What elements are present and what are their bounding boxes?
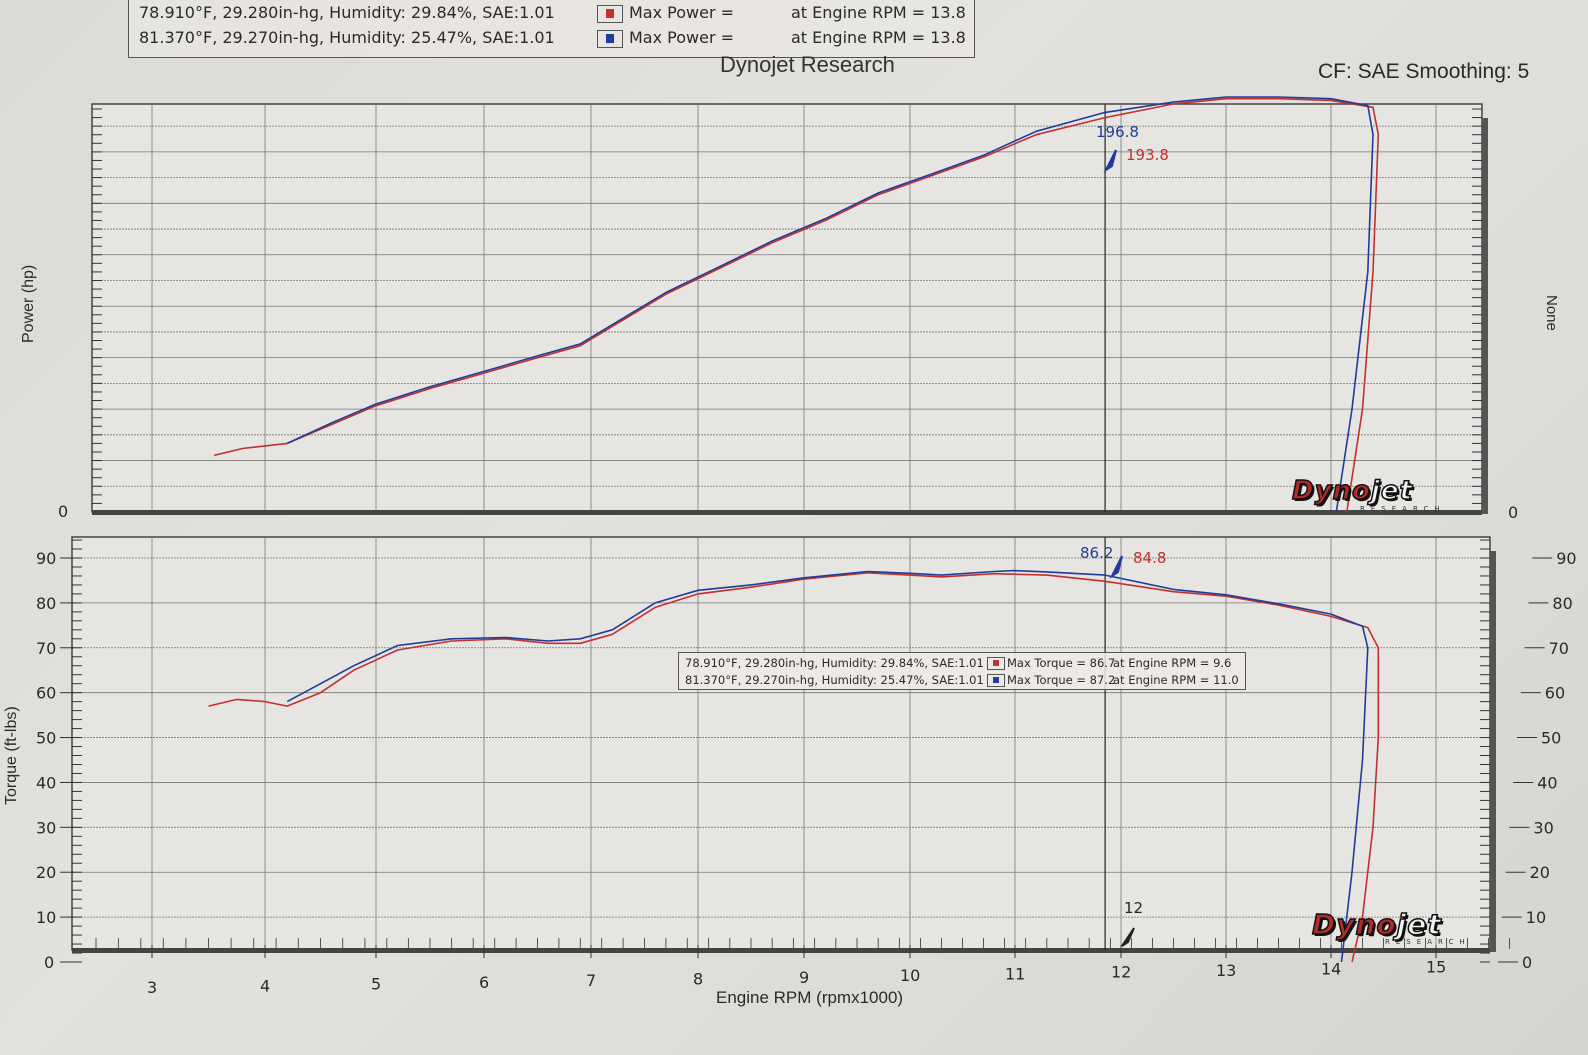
x-tick-label: 15 <box>1426 958 1446 977</box>
power-annotation-run2: 196.8 <box>1096 123 1139 141</box>
x-tick-label: 11 <box>1005 964 1025 983</box>
x-tick-label: 13 <box>1216 961 1236 980</box>
x-axis-title: Engine RPM (rpmx1000) <box>716 988 904 1007</box>
legend-rpm: at Engine RPM = 9.6 <box>1113 656 1232 670</box>
x-tick-label: 8 <box>693 970 703 989</box>
torque-right-y-tick: 90 <box>1556 549 1576 568</box>
cursor-arrow-icon <box>1103 149 1117 173</box>
dynojet-logo-subtitle: RESEARCH <box>1360 505 1446 513</box>
torque-panel: 0 10 20 30 40 50 60 70 80 90 0 10 20 30 40 50 60 70 80 90 3 4… <box>36 536 1577 997</box>
legend-conditions: 81.370°F, 29.270in-hg, Humidity: 25.47%,… <box>685 673 984 687</box>
power-y-tick: 0 <box>58 502 68 521</box>
torque-right-y-tick: 0 <box>1522 953 1532 972</box>
torque-y-tick: 80 <box>36 594 56 613</box>
dynojet-logo: Dynojet <box>1311 907 1442 942</box>
x-tick-label: 10 <box>900 966 920 985</box>
series-line <box>213 97 1380 513</box>
legend-rpm: at Engine RPM = 11.0 <box>1113 673 1239 687</box>
legend-max-torque: Max Torque = 86.7 <box>1007 656 1116 670</box>
torque-y-tick: 70 <box>36 639 56 658</box>
torque-y-tick: 30 <box>36 818 56 837</box>
series-line <box>286 569 1369 963</box>
legend-rpm: at Engine RPM = 13.8 <box>791 3 966 22</box>
power-right-y-tick: 0 <box>1508 503 1518 522</box>
torque-right-y-tick: 30 <box>1533 818 1553 837</box>
x-tick-label: 12 <box>1111 963 1131 982</box>
x-tick-label: 9 <box>799 968 809 987</box>
legend-max-power: Max Power = <box>629 3 735 22</box>
torque-right-y-tick: 60 <box>1545 684 1565 703</box>
torque-right-y-tick: 70 <box>1549 639 1569 658</box>
torque-right-y-tick: 40 <box>1537 773 1557 792</box>
torque-y-tick: 40 <box>36 773 56 792</box>
legend-max-torque: Max Torque = 87.2 <box>1007 673 1116 687</box>
cursor-arrow-icon <box>1109 555 1123 579</box>
blue-swatch-icon <box>987 674 1005 687</box>
legend-conditions: 81.370°F, 29.270in-hg, Humidity: 25.47%,… <box>139 28 555 47</box>
torque-right-y-tick: 80 <box>1552 594 1572 613</box>
red-swatch-icon <box>597 5 623 23</box>
torque-y-tick: 20 <box>36 863 56 882</box>
blue-swatch-icon <box>597 30 623 48</box>
torque-y-tick: 0 <box>44 953 54 972</box>
legend-rpm: at Engine RPM = 13.8 <box>791 28 966 47</box>
legend-conditions: 78.910°F, 29.280in-hg, Humidity: 29.84%,… <box>685 656 984 670</box>
cursor-rpm-label: 12 <box>1124 899 1143 917</box>
power-panel: 0 0 196.8 193.8 <box>58 96 1518 522</box>
power-legend: 78.910°F, 29.280in-hg, Humidity: 29.84%,… <box>128 0 975 58</box>
torque-y-tick: 90 <box>36 549 56 568</box>
power-annotation-run1: 193.8 <box>1126 146 1169 164</box>
x-tick-label: 7 <box>586 971 596 990</box>
legend-max-power: Max Power = <box>629 28 735 47</box>
x-tick-label: 3 <box>147 978 157 997</box>
torque-right-y-tick: 20 <box>1530 863 1550 882</box>
torque-legend: 78.910°F, 29.280in-hg, Humidity: 29.84%,… <box>678 652 1246 690</box>
torque-y-tick: 50 <box>36 729 56 748</box>
red-swatch-icon <box>987 657 1005 670</box>
legend-conditions: 78.910°F, 29.280in-hg, Humidity: 29.84%,… <box>139 3 555 22</box>
dynojet-logo-subtitle: RESEARCH <box>1385 938 1471 946</box>
correction-factor-label: CF: SAE Smoothing: 5 <box>1318 60 1530 83</box>
torque-annotation-run2: 86.2 <box>1080 544 1113 562</box>
x-tick-label: 5 <box>371 975 381 994</box>
dynojet-logo: Dynojet <box>1291 475 1413 507</box>
torque-annotation-run1: 84.8 <box>1133 549 1166 567</box>
torque-y-tick: 60 <box>36 684 56 703</box>
x-tick-label: 14 <box>1321 959 1341 978</box>
torque-right-y-tick: 10 <box>1526 908 1546 927</box>
x-tick-label: 4 <box>260 976 270 995</box>
torque-right-y-tick: 50 <box>1541 729 1561 748</box>
cursor-arrow-icon <box>1121 927 1135 947</box>
chart-title: Dynojet Research <box>720 52 895 77</box>
x-tick-label: 6 <box>479 973 489 992</box>
series-line <box>286 96 1374 513</box>
torque-y-tick: 10 <box>36 908 56 927</box>
